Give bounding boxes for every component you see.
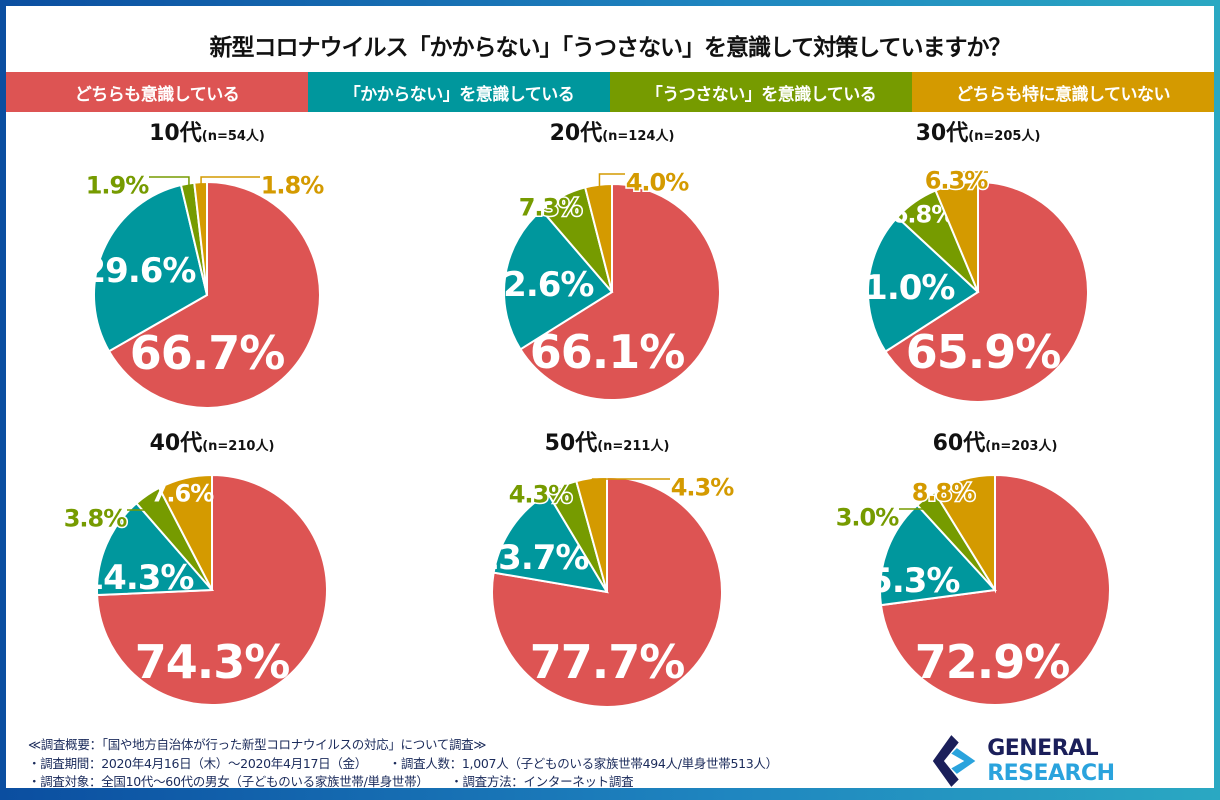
pie-30代-slice-both [884, 180, 1089, 403]
legend-neither: どちらも特に意識していない [912, 72, 1214, 112]
pie-60代-label-utsusanai: 3.0% [836, 503, 900, 531]
pie-10代-leader-neither [200, 176, 260, 191]
pie-40代-label-both: 74.3% [135, 635, 290, 689]
pie-40代-slice-neither [157, 473, 213, 591]
pie-10代-label-utsusanai: 1.9% [86, 171, 150, 199]
general-research-logo: GENERAL RESEARCH [931, 733, 1214, 789]
pie-30代-title: 30代(n=205人) [916, 121, 1041, 146]
legend-both: どちらも意識している [6, 72, 308, 112]
pie-20代-slice-neither [583, 182, 613, 293]
pie-20代-slice-kakaranai [503, 208, 614, 351]
pie-10代-label-both: 66.7% [130, 326, 285, 380]
pie-60代-label-kakaranai: 15.3% [847, 561, 960, 601]
pie-10代-label-neither: 1.8% [261, 171, 325, 199]
survey-footer: ≪調査概要：「国や地方自治体が行った新型コロナウイルスの対応」について調査≫ ・… [28, 736, 806, 792]
pie-20代-leader-neither [598, 173, 625, 193]
pie-20代-label-kakaranai: 22.6% [481, 265, 594, 305]
pie-60代-leader-neither [965, 483, 975, 488]
logo-word-general: GENERAL [987, 736, 1099, 761]
pie-30代-slice-kakaranai [867, 215, 980, 353]
pie-30代-slice-neither [934, 180, 979, 293]
legend: どちらも意識している 「かからない」を意識している 「うつさない」を意識している… [6, 72, 1214, 112]
pie-10代-title: 10代(n=54人) [149, 121, 265, 146]
pie-20代-label-both: 66.1% [530, 325, 685, 379]
survey-method: ・調査方法：インターネット調査 [450, 774, 634, 789]
logo-mark-icon [932, 735, 976, 787]
pie-50代-label-neither: 4.3% [671, 473, 735, 501]
pie-20代-label-utsusanai: 7.3% [519, 193, 583, 221]
pie-20代-slice-both [519, 182, 721, 401]
pie-50代-slice-both [491, 475, 723, 708]
pie-30代-label-neither: 6.3% [925, 166, 989, 194]
pie-50代-slice-kakaranai [492, 492, 609, 594]
pie-10代-leader-utsusanai [149, 176, 190, 192]
pie-40代-label-utsusanai: 3.8% [64, 504, 128, 532]
pie-50代-slice-neither [575, 475, 608, 593]
pie-60代-label-both: 72.9% [915, 635, 1070, 689]
pie-40代-title: 40代(n=210人) [150, 431, 275, 456]
pie-10代-label-kakaranai: 29.6% [83, 251, 196, 291]
pie-40代-leader-utsusanai [127, 501, 153, 511]
pie-40代-slice-kakaranai [96, 501, 215, 597]
pie-10代-slice-both [107, 180, 321, 409]
survey-period: ・調査期間：2020年4月16日（木）～2020年4月17日（金） [28, 755, 361, 771]
pie-50代-label-utsusanai: 4.3% [509, 480, 573, 508]
pie-50代-leader-neither [591, 478, 670, 486]
pie-60代-title: 60代(n=203人) [933, 431, 1058, 456]
pie-50代-label-both: 77.7% [530, 635, 685, 689]
pie-40代-label-neither: 7.6% [151, 479, 215, 507]
pie-50代-title: 50代(n=211人) [545, 431, 670, 456]
pie-50代-label-kakaranai: 13.7% [476, 538, 589, 578]
legend-kakaranai: 「かからない」を意識している [308, 72, 610, 112]
survey-count: ・調査人数：1,007人（子どものいる家族世帯494人/単身世帯513人） [388, 755, 778, 771]
pie-10代-slice-kakaranai [93, 183, 209, 353]
pie-30代-leader-neither [957, 171, 988, 192]
logo-word-research: RESEARCH [987, 761, 1115, 786]
chart-title: 新型コロナウイルス「かからない」「うつさない」を意識して対策していますか？ [209, 35, 1011, 61]
legend-utsusanai: 「うつさない」を意識している [610, 72, 912, 112]
pie-30代-label-both: 65.9% [906, 325, 1061, 379]
pie-50代-leader-utsusanai [564, 485, 572, 494]
pie-60代-leader-utsusanai [899, 504, 932, 510]
pie-60代-slice-neither [933, 473, 996, 594]
pie-30代-label-kakaranai: 21.0% [842, 268, 955, 308]
survey-target: ・調査対象：全国10代～60代の男女（子どものいる家族世帯/単身世帯） [28, 774, 423, 789]
survey-summary: ≪調査概要：「国や地方自治体が行った新型コロナウイルスの対応」について調査≫ [28, 737, 487, 752]
pie-20代-label-neither: 4.0% [626, 168, 690, 196]
pie-20代-title: 20代(n=124人) [550, 121, 675, 146]
pie-20代-leader-utsusanai [565, 198, 582, 204]
pie-60代-slice-kakaranai [879, 503, 998, 607]
pie-60代-label-neither: 8.8% [912, 478, 976, 506]
pie-40代-label-kakaranai: 14.3% [81, 558, 194, 598]
